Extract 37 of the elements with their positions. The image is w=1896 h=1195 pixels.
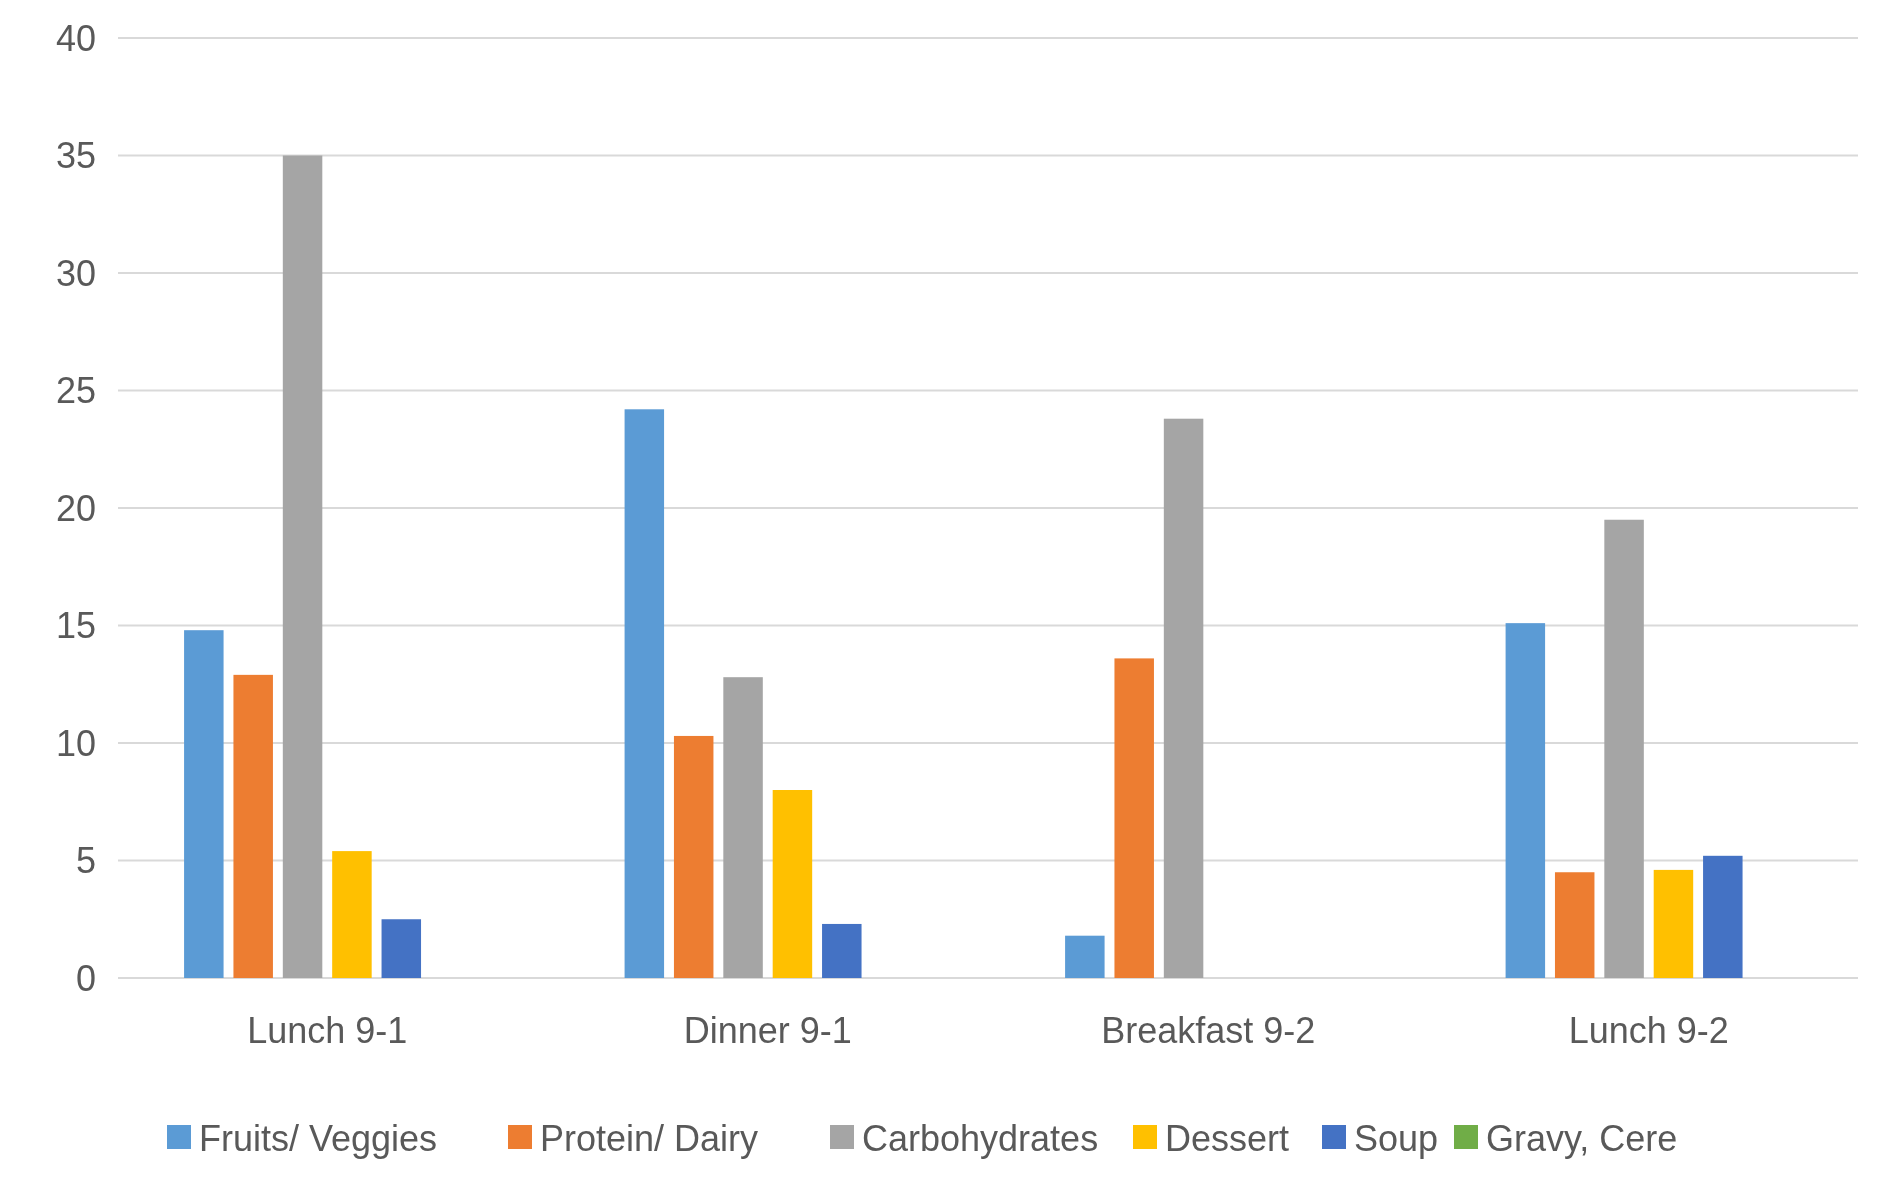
- legend-label: Carbohydrates: [862, 1117, 1099, 1159]
- y-tick-label: 30: [55, 252, 96, 294]
- bar: [1114, 658, 1154, 978]
- legend-label: Dessert: [1165, 1117, 1290, 1159]
- bar: [282, 155, 323, 978]
- legend-label: Protein/ Dairy: [540, 1117, 759, 1159]
- x-tick-label: Lunch 9-2: [1568, 1010, 1729, 1051]
- x-tick-label: Lunch 9-1: [247, 1010, 408, 1051]
- bar: [1604, 519, 1644, 978]
- bar: [624, 409, 665, 978]
- y-tick-label: 0: [75, 957, 96, 999]
- y-tick-label: 35: [55, 135, 96, 177]
- bar: [1163, 418, 1204, 978]
- bar: [1065, 935, 1105, 978]
- bar: [822, 923, 862, 978]
- y-tick-label: 40: [55, 17, 96, 59]
- legend-label: Gravy, Cere: [1486, 1117, 1678, 1159]
- y-tick-label: 5: [75, 840, 96, 882]
- bar: [673, 735, 714, 978]
- y-tick-label: 25: [55, 370, 96, 412]
- bar: [233, 674, 273, 978]
- x-tick-label: Breakfast 9-2: [1101, 1010, 1316, 1051]
- y-tick-label: 15: [55, 605, 96, 647]
- bar: [381, 919, 422, 978]
- bar: [1554, 872, 1595, 978]
- bar: [772, 790, 813, 978]
- bar: [184, 630, 224, 978]
- legend-label: Fruits/ Veggies: [199, 1117, 438, 1159]
- bar: [1703, 855, 1743, 978]
- y-tick-label: 20: [55, 487, 96, 529]
- bar: [1653, 869, 1694, 978]
- bar: [332, 851, 372, 978]
- legend-label: Soup: [1354, 1117, 1439, 1159]
- x-tick-label: Dinner 9-1: [683, 1010, 852, 1051]
- y-tick-label: 10: [55, 722, 96, 764]
- bar: [723, 677, 763, 978]
- bar: [1505, 623, 1546, 978]
